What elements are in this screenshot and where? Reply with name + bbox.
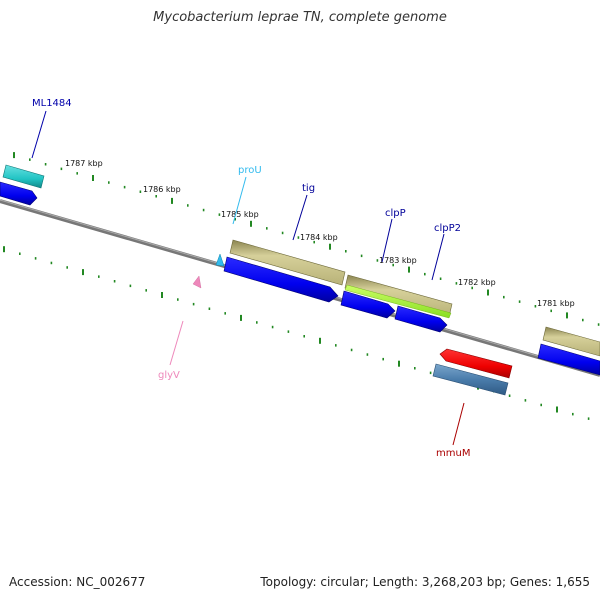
ruler-label: 1782 kbp xyxy=(458,278,496,287)
gene-label-ml1484[interactable]: ML1484 xyxy=(32,98,72,109)
gene-clpp-feature[interactable] xyxy=(344,284,452,319)
clpp2-leader-line xyxy=(431,233,445,281)
gene-ml1484-cds-arrow[interactable] xyxy=(0,181,38,206)
gene-mmum-feature[interactable] xyxy=(432,363,509,396)
ruler-label: 1785 kbp xyxy=(221,210,259,219)
prou-leader-line xyxy=(232,176,247,225)
gene-label-mmum[interactable]: mmuM xyxy=(436,448,470,459)
gene-prou-feature[interactable] xyxy=(215,253,225,267)
gene-tig-feature[interactable] xyxy=(229,239,346,286)
ruler-label: 1786 kbp xyxy=(143,185,181,194)
gene-label-clpp2[interactable]: clpP2 xyxy=(434,223,461,234)
map-title: Mycobacterium leprae TN, complete genome xyxy=(153,10,447,25)
tig-leader-line xyxy=(292,194,308,241)
clpp-leader-line xyxy=(381,218,393,263)
gene-tig-cds-arrow[interactable] xyxy=(223,256,339,303)
genome-summary-text: Topology: circular; Length: 3,268,203 bp… xyxy=(260,575,590,589)
mmum-leader-line xyxy=(452,402,465,446)
ruler-label: 1787 kbp xyxy=(65,159,103,168)
gene-right-edge-feature[interactable] xyxy=(542,326,600,357)
gene-clpp-cds-arrow[interactable] xyxy=(340,290,396,319)
ruler-label: 1783 kbp xyxy=(379,256,417,265)
gene-right-edge-cds-arrow[interactable] xyxy=(537,343,600,376)
gene-glyv-feature[interactable] xyxy=(192,275,202,289)
upper-scale-ticks xyxy=(13,152,600,326)
gene-clpp2-cds-arrow[interactable] xyxy=(394,305,448,333)
gene-label-prou[interactable]: proU xyxy=(238,165,262,176)
gene-label-clpp[interactable]: clpP xyxy=(385,208,406,219)
gene-label-tig[interactable]: tig xyxy=(302,183,315,194)
ml1484-leader-line xyxy=(31,110,47,159)
glyv-leader-line xyxy=(169,320,184,366)
ruler-label: 1784 kbp xyxy=(300,233,338,242)
gene-ml1484-feature[interactable] xyxy=(2,164,45,189)
gene-label-glyv[interactable]: glyV xyxy=(158,370,180,381)
ruler-label: 1781 kbp xyxy=(537,299,575,308)
accession-text: Accession: NC_002677 xyxy=(9,575,146,589)
gene-mmum-cds-arrow[interactable] xyxy=(439,348,513,379)
